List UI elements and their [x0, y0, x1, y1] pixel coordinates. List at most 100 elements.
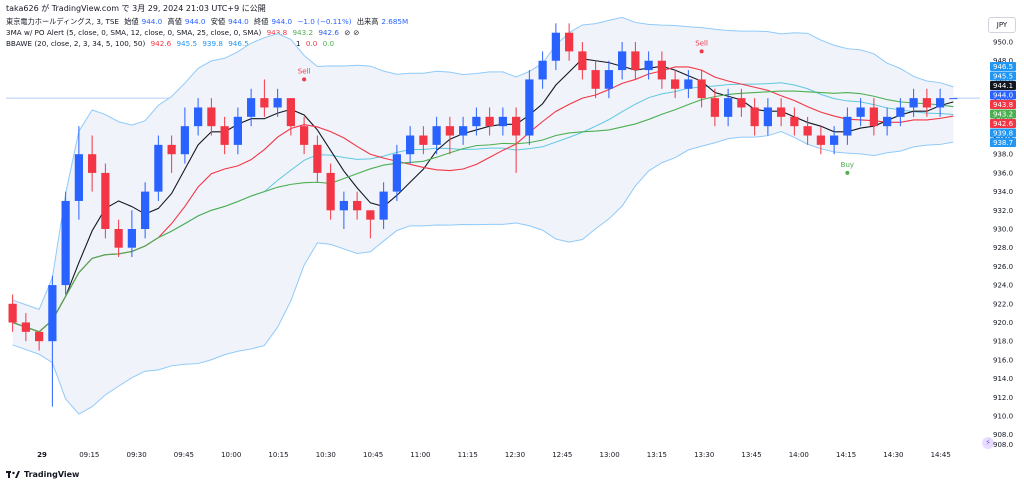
signal-dot [845, 170, 850, 175]
y-tick-label: 924.0 [993, 282, 1013, 290]
y-tick-label: 928.0 [993, 244, 1013, 252]
y-tick-label: 922.0 [993, 300, 1013, 308]
price-tag [990, 109, 1016, 119]
candle-body [167, 144, 176, 155]
price-tag [990, 138, 1016, 147]
candle-body [35, 331, 44, 342]
high-value: 944.0 [184, 17, 206, 26]
candle-body [538, 60, 547, 80]
candle-body [909, 98, 918, 108]
x-tick-label: 13:30 [694, 451, 714, 459]
price-tag [990, 71, 1016, 81]
y-tick-label: 936.0 [993, 169, 1013, 177]
y-tick-label: 910.0 [993, 412, 1013, 420]
price-tag [990, 81, 1016, 90]
candle-body [353, 200, 362, 211]
price-tag-label: 943.2 [993, 111, 1013, 119]
candle-body [220, 126, 229, 145]
ind2-value-2: 945.5 [176, 39, 198, 48]
candle-body [551, 32, 560, 61]
candle-body [154, 144, 163, 192]
x-tick-label: 12:30 [505, 451, 525, 459]
candle-body [114, 229, 123, 248]
lightning-icon[interactable]: ⚡ [982, 437, 994, 449]
candle-body [790, 116, 799, 127]
brand-name: TradingView [24, 470, 80, 479]
ind2-value-4: 946.5 [228, 39, 249, 48]
candle-body [512, 116, 521, 136]
candle-body [644, 60, 653, 71]
candle-body [777, 107, 786, 117]
y-tick-label: 938.0 [993, 151, 1013, 159]
change-value: −1.0 (−0.11%) [297, 17, 352, 26]
x-tick-label: 14:45 [931, 451, 951, 459]
x-tick-label: 10:00 [221, 451, 241, 459]
symbol-name: 東京電力ホールディングス, 3, TSE [6, 17, 119, 26]
legend-row-3ma[interactable]: 3MA w/ PO Alert (5, close, 0, SMA, 12, c… [6, 28, 362, 37]
candle-body [949, 98, 958, 100]
eye-icon[interactable]: ⊘ [344, 28, 351, 37]
candle-body [883, 116, 892, 127]
candle-body [88, 154, 97, 173]
candle-body [843, 116, 852, 136]
y-tick-label: 912.0 [993, 394, 1013, 402]
candle-body [379, 191, 388, 220]
price-tag-label: 938.7 [993, 139, 1013, 147]
open-value: 944.0 [141, 17, 163, 26]
candle-body [591, 70, 600, 89]
x-tick-label: 14:00 [789, 451, 809, 459]
candle-body [432, 126, 441, 145]
price-tag-label: 942.6 [993, 120, 1014, 128]
candle-body [631, 51, 640, 71]
y-tick-label: 926.0 [993, 263, 1013, 271]
ma-25-line [12, 90, 954, 333]
volume-value: 2.685M [381, 17, 409, 26]
candle-body [697, 79, 706, 99]
candle-body [763, 107, 772, 127]
publish-info: taka626 が TradingView.com で 3月 29, 2024 … [6, 4, 266, 13]
ind1-value-2: 943.2 [292, 28, 314, 37]
candle-body [485, 116, 494, 127]
ind2-value-1: 942.6 [150, 39, 172, 48]
volume-label: 出来高 [356, 17, 379, 26]
price-tag [990, 62, 1016, 71]
x-tick-label: 13:45 [741, 451, 761, 459]
candle-body [326, 172, 335, 211]
x-tick-label: 14:30 [883, 451, 903, 459]
signal-label: Buy [841, 161, 854, 169]
candle-body [498, 116, 507, 127]
candle-body [207, 107, 216, 127]
price-tag-label: 946.5 [993, 63, 1013, 71]
signal-dot [302, 77, 307, 82]
x-tick-label: 12:45 [552, 451, 572, 459]
ind1-value-1: 943.8 [266, 28, 288, 37]
x-tick-label: 10:15 [268, 451, 288, 459]
signal-label: Sell [298, 67, 311, 75]
candle-body [300, 126, 309, 145]
currency-button[interactable]: JPY [988, 17, 1016, 33]
candle-body [233, 116, 242, 145]
legend-row-symbol: 東京電力ホールディングス, 3, TSE 始値 944.0 高値 944.0 安値 9… [6, 17, 411, 27]
close-value: 944.0 [271, 17, 293, 26]
candle-body [127, 229, 136, 248]
candle-body [578, 51, 587, 71]
candle-body [141, 191, 150, 229]
y-tick-label: 950.0 [993, 39, 1013, 47]
x-tick-label: 09:45 [174, 451, 194, 459]
price-tag-label: 944.0 [993, 92, 1013, 100]
price-tag [990, 90, 1016, 100]
candle-body [657, 60, 666, 80]
candle-body [737, 98, 746, 108]
candle-body [180, 126, 189, 155]
candle-body [803, 126, 812, 136]
link-icon[interactable]: ⊘ [353, 28, 360, 37]
x-tick-label: 09:15 [79, 451, 99, 459]
price-tag-label: 943.8 [993, 101, 1013, 109]
candle-body [816, 135, 825, 145]
candle-body [604, 70, 613, 89]
candle-body [21, 322, 30, 332]
price-tag-label: 944.1 [993, 82, 1013, 90]
candle-body [922, 98, 931, 108]
high-label: 高値 [167, 17, 182, 26]
